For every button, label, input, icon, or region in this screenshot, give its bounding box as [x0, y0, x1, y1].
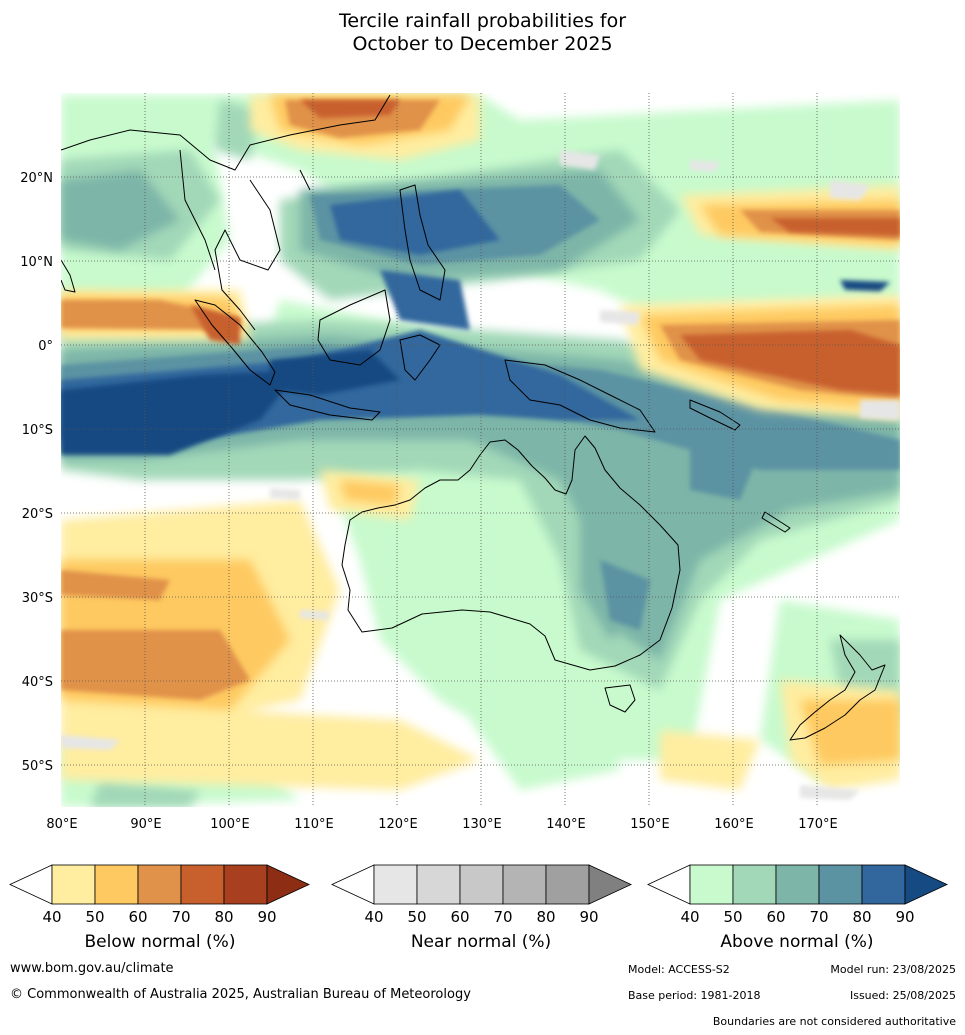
lon-tick-label: 120°E	[378, 817, 418, 832]
lon-tick-label: 140°E	[546, 817, 586, 832]
colorbar-segment	[502, 864, 547, 905]
new-zealand-coastline	[789, 634, 886, 741]
colorbar-segment	[732, 864, 777, 905]
colorbar-tick-label: 40	[42, 908, 61, 926]
lat-tick-label: 40°S	[22, 675, 53, 690]
colorbar-segment	[373, 864, 418, 905]
india-sri-lanka-coastline	[61, 259, 76, 293]
lon-tick-label: 160°E	[714, 817, 754, 832]
australia-coastline	[341, 435, 681, 671]
lat-tick-label: 10°S	[22, 423, 53, 438]
java-coastline	[274, 389, 381, 421]
lon-tick-label: 80°E	[46, 817, 77, 832]
probability-field	[61, 93, 900, 807]
colorbar-segment	[416, 864, 461, 905]
colorbar-tick-label: 70	[171, 908, 190, 926]
lon-tick-label: 150°E	[630, 817, 670, 832]
colorbar-tick-label: 80	[852, 908, 871, 926]
new-guinea-coastline	[504, 359, 656, 433]
copyright-text: © Commonwealth of Australia 2025, Austra…	[10, 987, 471, 1002]
lat-tick-label: 10°N	[20, 255, 53, 270]
colorbar-tick-label: 60	[766, 908, 785, 926]
above-normal-colorbar: 40 50 60 70 80 90	[647, 864, 948, 926]
tasmania-coastline	[604, 684, 636, 713]
lat-tick-label: 20°N	[20, 171, 53, 186]
title-line-2: October to December 2025	[352, 33, 613, 55]
sulawesi-coastline	[399, 334, 441, 381]
longitude-tick-labels: 80°E 90°E 100°E 110°E 120°E 130°E 140°E …	[46, 817, 837, 832]
colorbar-segment	[459, 864, 504, 905]
coastlines	[61, 94, 886, 741]
colorbar-underflow-triangle	[331, 864, 375, 905]
colorbar-segment	[545, 864, 590, 905]
lon-tick-label: 130°E	[462, 817, 502, 832]
colorbar-tick-label: 50	[723, 908, 742, 926]
colorbar-underflow-triangle	[647, 864, 691, 905]
mainland-asia-coastline	[61, 94, 391, 331]
sumatra-coastline	[194, 299, 276, 386]
colorbar-tick-label: 60	[450, 908, 469, 926]
base-period: Base period: 1981-2018	[628, 989, 761, 1002]
lat-tick-label: 50°S	[22, 759, 53, 774]
colorbar-segment	[818, 864, 863, 905]
colorbar-tick-label: 80	[214, 908, 233, 926]
colorbar-tick-label: 90	[257, 908, 276, 926]
philippines-coastline	[399, 184, 446, 301]
above-normal-colorbar-title: Above normal (%)	[720, 932, 874, 952]
colorbar-tick-label: 90	[579, 908, 598, 926]
colorbar-tick-label: 50	[407, 908, 426, 926]
colorbar-overflow-triangle	[904, 864, 948, 905]
lon-tick-label: 110°E	[294, 817, 334, 832]
colorbar-segment	[775, 864, 820, 905]
near-normal-colorbar: 40 50 60 70 80 90	[331, 864, 632, 926]
colorbar-tick-label: 50	[85, 908, 104, 926]
colorbar-overflow-triangle	[266, 864, 310, 905]
issued-date: Issued: 25/08/2025	[849, 989, 956, 1002]
colorbar-segment	[689, 864, 734, 905]
new-caledonia-coastline	[761, 511, 791, 533]
latitude-tick-labels: 20°N 10°N 0° 10°S 20°S 30°S 40°S 50°S	[20, 171, 53, 774]
above-normal-90-plus-region	[61, 280, 890, 455]
near-normal-colorbar-title: Near normal (%)	[410, 932, 552, 952]
colorbar-segment	[180, 864, 225, 905]
colorbar-overflow-triangle	[588, 864, 632, 905]
lon-tick-label: 170°E	[798, 817, 838, 832]
colorbar-tick-label: 70	[809, 908, 828, 926]
colorbar-tick-label: 40	[364, 908, 383, 926]
lon-tick-label: 100°E	[210, 817, 250, 832]
near-normal-region	[61, 150, 900, 800]
below-normal-colorbar-title: Below normal (%)	[84, 932, 236, 952]
lat-tick-label: 20°S	[22, 507, 53, 522]
lat-tick-label: 30°S	[22, 591, 53, 606]
website-link[interactable]: www.bom.gov.au/climate	[10, 961, 174, 976]
colorbar-underflow-triangle	[9, 864, 53, 905]
colorbar-segment	[51, 864, 96, 905]
borneo-coastline	[317, 289, 391, 366]
title-line-1: Tercile rainfall probabilities for	[338, 10, 627, 32]
lon-tick-label: 90°E	[130, 817, 161, 832]
solomon-islands-coastline	[689, 399, 741, 431]
colorbar-tick-label: 90	[895, 908, 914, 926]
boundary-disclaimer: Boundaries are not considered authoritat…	[712, 1015, 956, 1028]
map-title: Tercile rainfall probabilities for Octob…	[0, 10, 965, 56]
colorbar-tick-label: 60	[128, 908, 147, 926]
colorbar-segment	[137, 864, 182, 905]
model-run-date: Model run: 23/08/2025	[830, 963, 956, 976]
colorbar-tick-label: 80	[536, 908, 555, 926]
below-normal-colorbar: 40 50 60 70 80 90	[9, 864, 310, 926]
colorbar-segment	[861, 864, 906, 905]
colorbar-tick-label: 70	[493, 908, 512, 926]
colorbar-segment	[94, 864, 139, 905]
model-name: Model: ACCESS-S2	[628, 963, 730, 976]
colorbar-segment	[223, 864, 268, 905]
lat-tick-label: 0°	[38, 339, 53, 354]
gridlines	[61, 93, 900, 807]
colorbar-tick-label: 40	[680, 908, 699, 926]
